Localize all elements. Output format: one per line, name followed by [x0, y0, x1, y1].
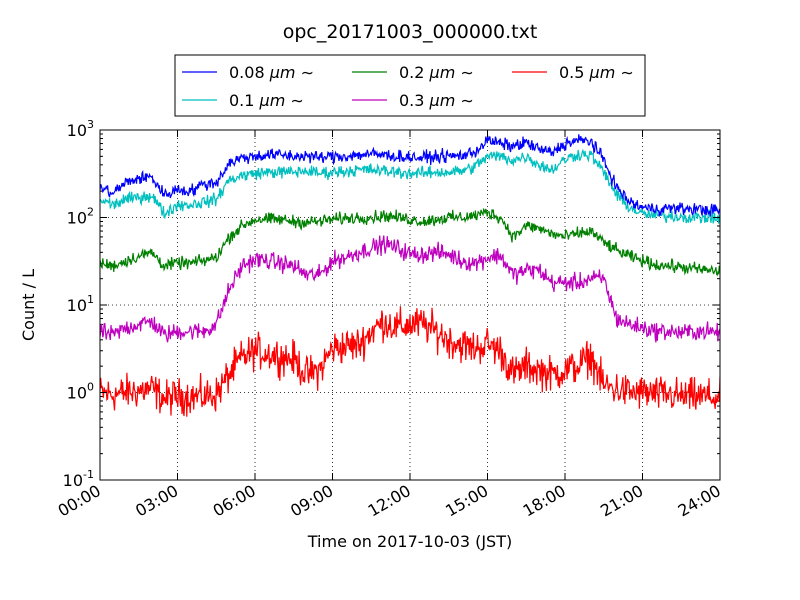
y-tick-label: 10-1	[63, 468, 94, 490]
y-tick-label: 103	[67, 118, 94, 140]
series-line-0-3um	[100, 235, 720, 343]
x-tick-label: 21:00	[597, 481, 646, 521]
series-line-0-2um	[100, 207, 720, 277]
x-tick-label: 06:00	[210, 481, 259, 521]
series-line-0-1um	[100, 148, 720, 224]
y-tick-label: 100	[67, 381, 94, 403]
series-line-0-08um	[100, 134, 720, 217]
x-tick-label: 09:00	[287, 481, 336, 521]
y-tick-label: 101	[67, 293, 94, 315]
legend-entry-label: 0.2 μm ∼	[399, 63, 474, 82]
legend-box	[174, 54, 646, 117]
x-tick-label: 15:00	[442, 481, 491, 521]
legend-entry-label: 0.5 μm ∼	[559, 63, 634, 82]
x-tick-label: 18:00	[520, 481, 569, 521]
x-tick-label: 24:00	[675, 481, 724, 521]
legend-entry-label: 0.3 μm ∼	[399, 91, 474, 110]
y-tick-label: 102	[67, 206, 94, 228]
chart-title: opc_20171003_000000.txt	[283, 21, 538, 43]
y-axis-label: Count / L	[19, 269, 38, 341]
series-line-0-5um	[100, 306, 720, 417]
x-axis-label: Time on 2017-10-03 (JST)	[307, 532, 512, 551]
legend: 0.08 μm ∼ 0.1 μm ∼ 0.2 μm ∼ 0.3 μm ∼ 0.5 μm …	[174, 54, 646, 117]
x-tick-label: 12:00	[365, 481, 414, 521]
x-tick-label: 03:00	[132, 481, 181, 521]
plot-area: 00:00 03:00 06:00 09:00 12:00 15:00 18:00 21:00…	[55, 118, 724, 521]
legend-entry-label: 0.1 μm ∼	[229, 91, 304, 110]
legend-entry-label: 0.08 μm ∼	[229, 63, 314, 82]
